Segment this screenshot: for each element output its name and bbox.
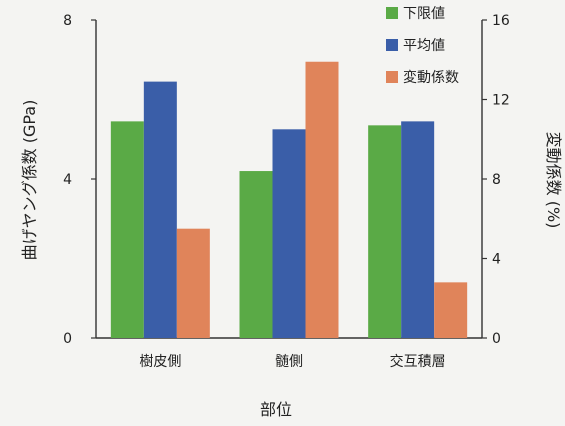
legend-label: 変動係数 [403, 69, 459, 86]
bars [110, 61, 468, 339]
x-axis-title: 部位 [260, 400, 292, 419]
ticks: 0 4 8 0 4 8 12 16 [63, 13, 510, 347]
y2-tick-label: 12 [492, 93, 510, 109]
y-tick-label: 4 [63, 172, 72, 188]
bar-3-2 [305, 61, 339, 339]
y2-tick-label: 16 [492, 13, 510, 29]
x-tick-label: 髄側 [275, 354, 303, 370]
y-tick-label: 8 [63, 13, 72, 29]
y2-axis-title: 変動係数 (%) [544, 132, 563, 229]
x-tick-label: 樹皮側 [139, 354, 181, 370]
bar-2-1 [143, 81, 177, 339]
y2-tick-label: 8 [492, 172, 501, 188]
bar-1-3 [368, 125, 402, 339]
bar-2-2 [272, 129, 306, 338]
x-tick-label: 交互積層 [390, 353, 446, 370]
bar-3-1 [176, 228, 210, 338]
legend-swatch [386, 71, 398, 83]
y2-tick-label: 4 [492, 252, 501, 268]
bar-1-1 [110, 121, 144, 338]
legend-swatch [386, 7, 398, 19]
legend-swatch [386, 39, 398, 51]
y-tick-label: 0 [63, 331, 72, 347]
legend-label: 平均値 [403, 38, 445, 54]
category-labels: 樹皮側 髄側 交互積層 [139, 353, 445, 370]
bar-3-3 [434, 282, 468, 338]
bar-1-2 [239, 171, 273, 338]
y2-tick-label: 0 [492, 331, 501, 347]
legend-label: 下限値 [403, 6, 445, 22]
y-axis-title: 曲げヤング係数 (GPa) [20, 100, 39, 261]
bar-2-3 [401, 121, 435, 338]
